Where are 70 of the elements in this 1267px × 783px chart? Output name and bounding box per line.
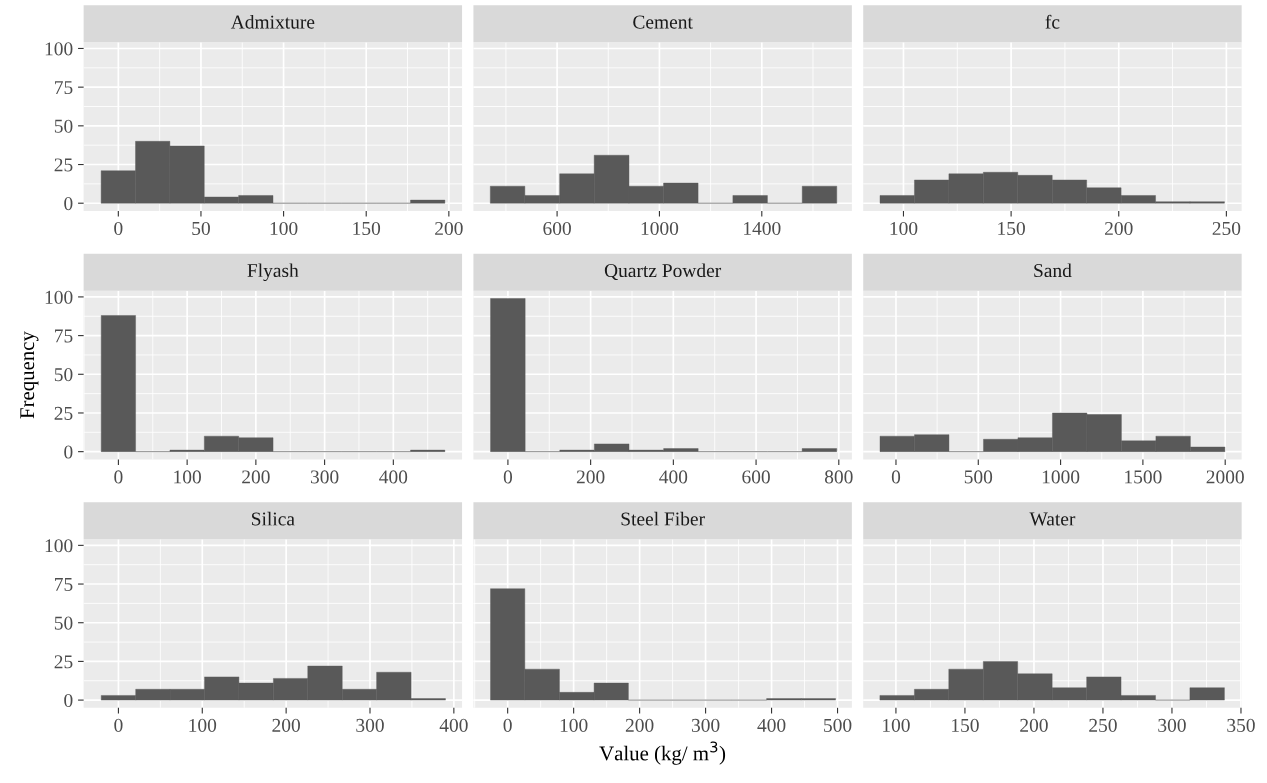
x-tick-label: 200 (576, 470, 605, 484)
x-tick-label: 300 (1158, 718, 1186, 732)
chart-title: Sand (1034, 263, 1072, 278)
y-axis-title: Frequency (20, 331, 39, 419)
y-tick-label: 75 (55, 329, 73, 343)
y-tick-label: 0 (64, 197, 73, 211)
x-tick-label: 300 (310, 470, 339, 484)
x-tick-label: 200 (435, 221, 463, 236)
x-tick-label: 300 (356, 718, 384, 732)
x-tick-label: 350 (1227, 718, 1255, 732)
x-tick-label: 300 (691, 718, 720, 732)
x-tick-label: 1500 (1125, 470, 1162, 484)
x-tick-label: 200 (1105, 221, 1133, 236)
x-tick-label: 150 (952, 718, 979, 732)
y-tick-label: 50 (54, 616, 73, 630)
x-tick-label: 500 (964, 470, 993, 484)
x-tick-label: 1000 (1042, 470, 1080, 484)
y-tick-label: 75 (55, 578, 73, 591)
x-tick-label: 0 (891, 470, 901, 484)
x-tick-label: 100 (883, 718, 910, 732)
chart-title: Silica (252, 511, 295, 526)
x-axis-title: Value (kg/ m$^{3}$) (599, 741, 726, 765)
x-tick-label: 150 (353, 221, 381, 236)
chart-title: Admixture (230, 14, 315, 29)
chart-title: fc (1045, 14, 1060, 29)
x-tick-label: 2000 (1206, 470, 1244, 484)
x-tick-label: 400 (659, 470, 688, 484)
x-tick-label: 250 (1089, 718, 1117, 732)
x-tick-label: 400 (757, 718, 786, 732)
x-tick-label: 800 (824, 470, 853, 484)
y-tick-label: 25 (54, 655, 73, 669)
y-tick-label: 0 (64, 445, 73, 459)
x-tick-label: 0 (114, 718, 123, 732)
x-tick-label: 1400 (744, 221, 781, 236)
y-tick-label: 0 (64, 693, 73, 708)
x-tick-label: 0 (503, 718, 512, 732)
y-tick-label: 100 (45, 42, 73, 56)
y-tick-label: 50 (54, 368, 73, 382)
x-tick-label: 600 (543, 221, 571, 236)
x-tick-label: 0 (114, 470, 123, 484)
x-tick-label: 100 (189, 718, 217, 732)
x-tick-label: 100 (270, 221, 298, 236)
x-tick-label: 400 (439, 718, 468, 732)
chart-title: Flyash (247, 263, 299, 282)
x-tick-label: 200 (242, 470, 270, 484)
x-tick-label: 500 (824, 718, 852, 732)
chart-title: Quartz Powder (604, 263, 722, 281)
chart-title: Water (1029, 512, 1076, 526)
y-tick-label: 25 (54, 406, 73, 420)
x-tick-label: 1000 (641, 221, 679, 236)
chart-title: Cement (633, 15, 693, 29)
y-tick-label: 100 (45, 290, 73, 304)
x-tick-label: 400 (379, 470, 408, 484)
x-tick-label: 0 (114, 221, 123, 236)
x-tick-label: 200 (625, 718, 654, 732)
y-tick-label: 100 (45, 539, 73, 553)
x-tick-label: 600 (742, 470, 770, 484)
x-tick-label: 100 (560, 718, 588, 732)
y-tick-label: 25 (54, 158, 73, 172)
x-tick-label: 250 (1212, 221, 1241, 236)
x-tick-label: 200 (1020, 718, 1048, 732)
chart-title: Steel Fiber (621, 511, 705, 526)
x-tick-label: 100 (174, 470, 201, 484)
x-tick-label: 150 (998, 221, 1025, 236)
x-tick-label: 0 (503, 470, 513, 484)
x-tick-label: 50 (192, 221, 210, 236)
x-tick-label: 100 (890, 221, 918, 236)
x-tick-label: 200 (272, 718, 300, 732)
y-tick-label: 50 (54, 119, 73, 133)
y-tick-label: 75 (55, 81, 73, 95)
